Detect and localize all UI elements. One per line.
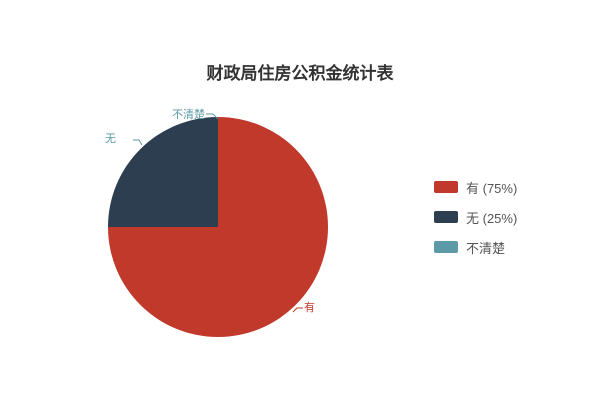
svg-text:有: 有: [304, 300, 315, 314]
svg-text:不清楚: 不清楚: [172, 107, 205, 121]
svg-text:无: 无: [105, 133, 116, 145]
